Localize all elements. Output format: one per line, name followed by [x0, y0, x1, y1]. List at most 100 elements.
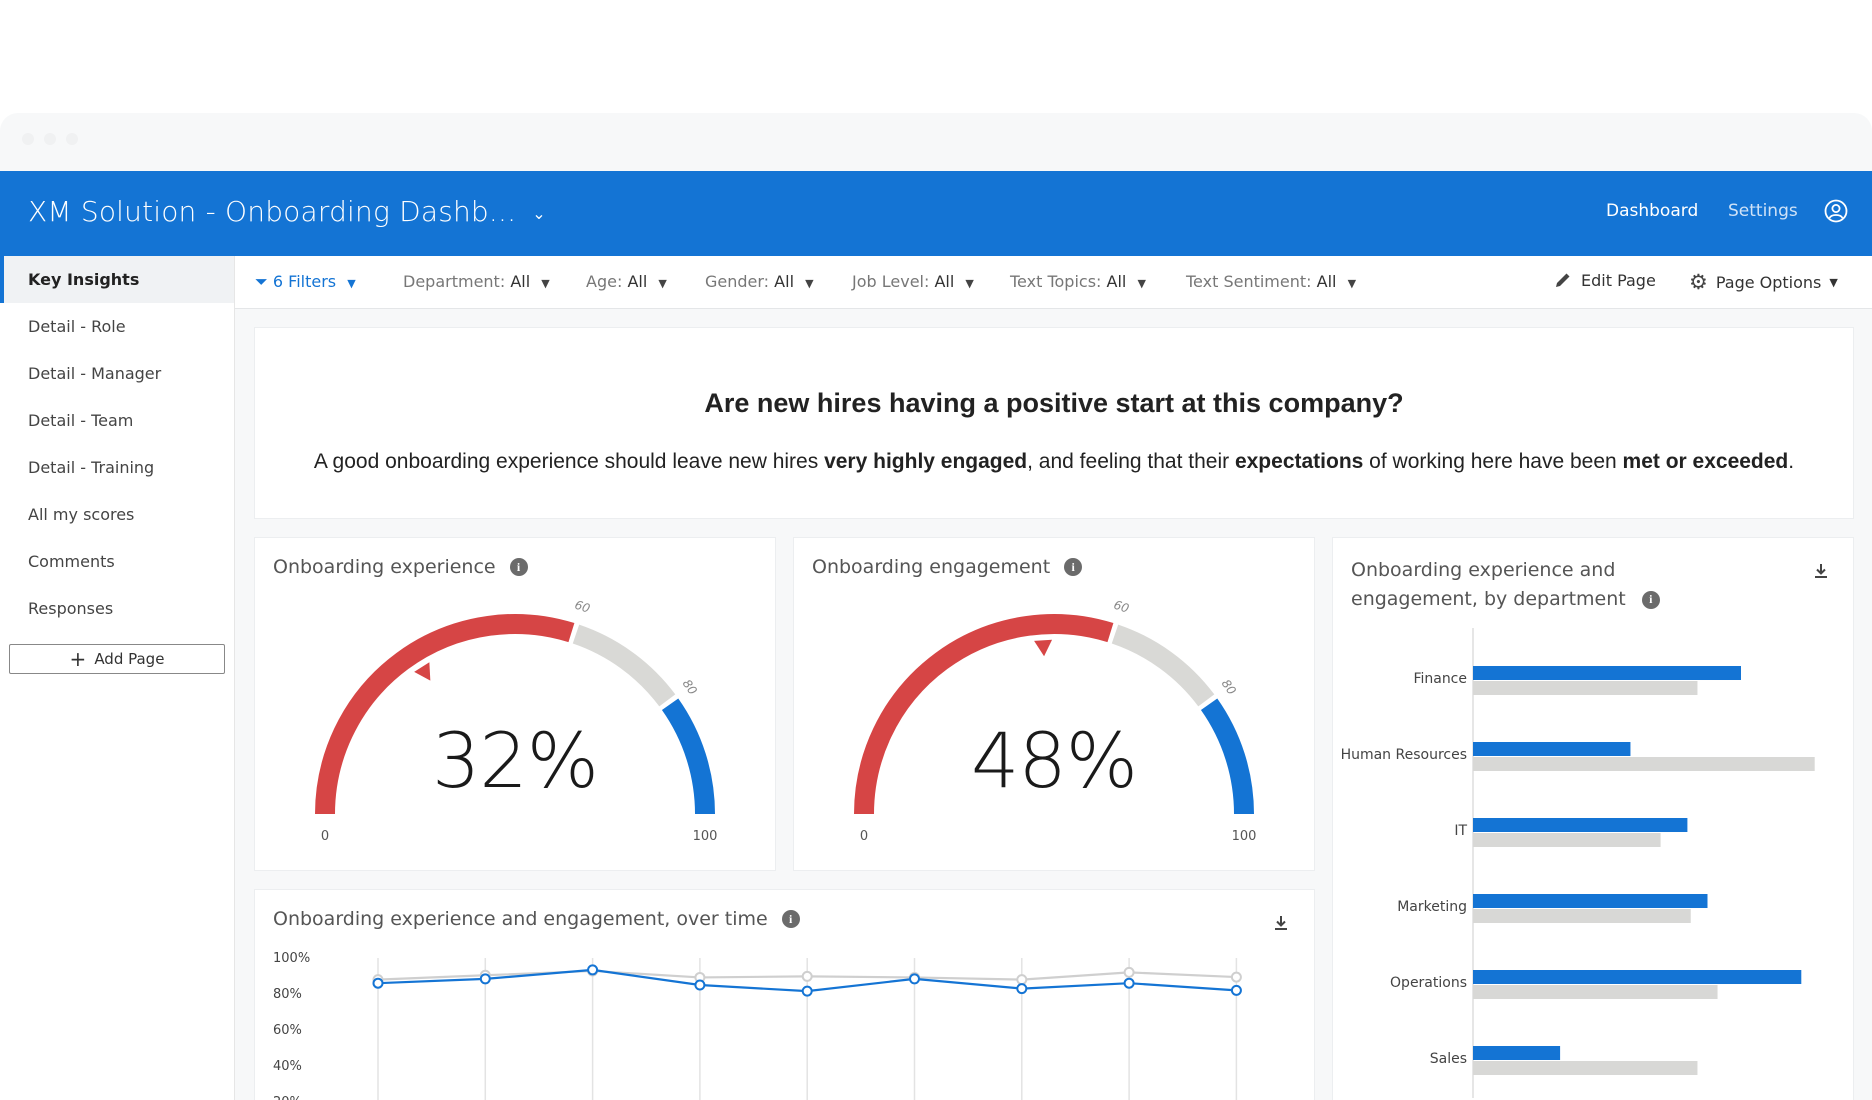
- chevron-down-icon: ▼: [805, 277, 814, 290]
- filter-value: All: [774, 272, 795, 291]
- user-account-icon[interactable]: [1824, 199, 1848, 223]
- line-point[interactable]: [1123, 977, 1135, 989]
- bar-series-2[interactable]: [1473, 833, 1661, 847]
- bar-category-label: Marketing: [1397, 899, 1467, 915]
- info-icon[interactable]: i: [1064, 558, 1083, 576]
- dashboard-title-dropdown[interactable]: XM Solution - Onboarding Dashb... ⌄: [28, 195, 546, 228]
- intro-text: A good onboarding experience should leav…: [313, 450, 825, 473]
- gauge-graphic: 0 100 60 80: [315, 598, 718, 844]
- download-icon[interactable]: [1813, 562, 1829, 580]
- nav-dashboard[interactable]: Dashboard: [1606, 201, 1699, 221]
- intro-text: , and feeling that their: [1027, 450, 1235, 473]
- sidebar-item-detail-manager[interactable]: Detail - Manager: [28, 364, 162, 383]
- filter-gender[interactable]: Gender: All ▼: [705, 272, 814, 291]
- line-point[interactable]: [801, 985, 813, 997]
- filter-label: Gender:: [705, 272, 770, 291]
- window-maximize-dot[interactable]: [66, 133, 78, 145]
- window-minimize-dot[interactable]: [44, 133, 56, 145]
- bar-category-label: Sales: [1430, 1051, 1467, 1067]
- gauge-max-label: 100: [693, 829, 718, 844]
- bar-series-2[interactable]: [1473, 757, 1815, 771]
- bar-series-2[interactable]: [1473, 1061, 1698, 1075]
- chevron-down-icon: ▼: [1829, 275, 1838, 289]
- filter-label: Department:: [403, 272, 506, 291]
- line-point[interactable]: [587, 964, 599, 976]
- bar-category-label: Operations: [1390, 975, 1467, 991]
- download-icon[interactable]: [1273, 914, 1289, 932]
- page-options-dropdown[interactable]: ⚙ Page Options ▼: [1689, 270, 1838, 294]
- gauge-arc-low: [315, 614, 575, 815]
- filter-value: All: [1316, 272, 1337, 291]
- nav-settings[interactable]: Settings: [1728, 201, 1798, 221]
- sidebar-item-key-insights[interactable]: Key Insights: [0, 256, 234, 303]
- bar-category-label: Finance: [1413, 671, 1467, 687]
- sidebar-item-comments[interactable]: Comments: [28, 552, 115, 571]
- line-point[interactable]: [1016, 983, 1028, 995]
- bar-category-label: Human Resources: [1341, 747, 1467, 763]
- sidebar-item-detail-team[interactable]: Detail - Team: [28, 411, 134, 430]
- gauge-title: Onboarding engagement i: [812, 556, 1083, 578]
- gauge-min-label: 0: [321, 829, 329, 844]
- bar-series-1[interactable]: [1473, 894, 1708, 908]
- chart-title: Onboarding experience and engagement, ov…: [273, 908, 800, 930]
- gauge-marker: [414, 662, 431, 681]
- bar-series-2[interactable]: [1473, 681, 1698, 695]
- bar-series-1[interactable]: [1473, 970, 1802, 984]
- add-page-label: Add Page: [94, 650, 165, 668]
- gauge-value: 32%: [432, 716, 599, 805]
- window-close-dot[interactable]: [22, 133, 34, 145]
- page-options-label: Page Options: [1715, 272, 1822, 292]
- line-point[interactable]: [1230, 971, 1242, 983]
- bar-series-2[interactable]: [1473, 909, 1691, 923]
- time-line-chart: 100% 80% 60% 40% 20%: [273, 951, 1242, 1100]
- intro-card: Are new hires having a positive start at…: [254, 327, 1854, 519]
- filter-label: Text Topics:: [1010, 272, 1102, 291]
- line-point[interactable]: [694, 979, 706, 991]
- bar-series-1[interactable]: [1473, 1046, 1561, 1060]
- filter-value: All: [1106, 272, 1127, 291]
- sidebar-item-responses[interactable]: Responses: [28, 599, 114, 618]
- gauge-arc-low: [854, 614, 1114, 815]
- line-point[interactable]: [1230, 984, 1242, 996]
- gauge-title: Onboarding experience i: [273, 556, 528, 578]
- gauge-mark-label: 60: [573, 598, 592, 616]
- bar-series-2[interactable]: [1473, 985, 1718, 999]
- gauge-value: 48%: [971, 716, 1138, 805]
- y-tick-label: 60%: [273, 1023, 302, 1038]
- y-tick-label: 100%: [273, 951, 310, 966]
- info-icon[interactable]: i: [509, 558, 528, 576]
- line-point[interactable]: [801, 970, 813, 982]
- sidebar-item-detail-role[interactable]: Detail - Role: [28, 317, 126, 336]
- line-point[interactable]: [372, 977, 384, 989]
- line-point[interactable]: [1123, 966, 1135, 978]
- department-chart-card: Onboarding experience and engagement, by…: [1332, 537, 1854, 1100]
- line-point[interactable]: [479, 973, 491, 985]
- filter-job-level[interactable]: Job Level: All ▼: [852, 272, 974, 291]
- info-icon[interactable]: i: [1641, 590, 1660, 609]
- sidebar-item-all-my-scores[interactable]: All my scores: [28, 505, 135, 524]
- intro-question: Are new hires having a positive start at…: [704, 388, 1404, 418]
- filter-value: All: [934, 272, 955, 291]
- filters-dropdown[interactable]: ⏷ 6 Filters ▼: [255, 272, 356, 292]
- gauge-title-text: Onboarding experience: [273, 556, 496, 578]
- bar-series-1[interactable]: [1473, 742, 1631, 756]
- sidebar-item-detail-training[interactable]: Detail - Training: [28, 458, 155, 477]
- filter-value: All: [510, 272, 531, 291]
- line-point[interactable]: [1016, 974, 1028, 986]
- edit-page-button[interactable]: Edit Page: [1553, 270, 1656, 290]
- gauge-mark-label: 80: [1219, 677, 1239, 698]
- gauge-min-label: 0: [860, 829, 868, 844]
- add-page-button[interactable]: + Add Page: [9, 644, 225, 674]
- filter-text-topics[interactable]: Text Topics: All ▼: [1010, 272, 1146, 291]
- bar-series-1[interactable]: [1473, 818, 1688, 832]
- gauge-arc-mid: [1111, 624, 1215, 707]
- page-sidebar: Key Insights Detail - Role Detail - Mana…: [0, 256, 235, 1100]
- plus-icon: +: [69, 647, 87, 671]
- y-tick-label: 80%: [273, 987, 302, 1002]
- info-icon[interactable]: i: [781, 910, 800, 928]
- filter-department[interactable]: Department: All ▼: [403, 272, 550, 291]
- line-point[interactable]: [909, 973, 920, 985]
- filter-age[interactable]: Age: All ▼: [586, 272, 667, 291]
- filter-text-sentiment[interactable]: Text Sentiment: All ▼: [1186, 272, 1356, 291]
- bar-series-1[interactable]: [1473, 666, 1741, 680]
